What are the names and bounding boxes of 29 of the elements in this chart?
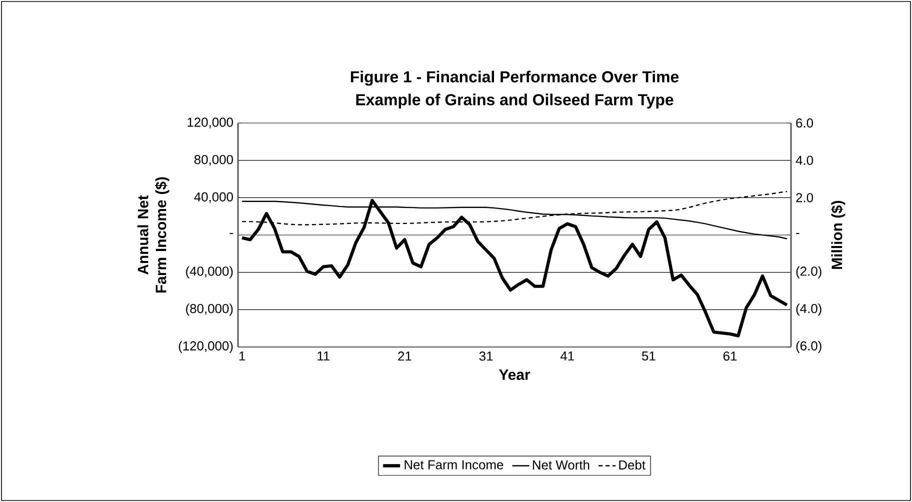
chart-title: Figure 1 - Financial Performance Over Time [350, 70, 679, 86]
y-axis-title: Annual Net Farm Income ($) [137, 177, 170, 293]
y-tick-label: (80,000) [186, 304, 233, 316]
y2-tick-label: - [796, 233, 800, 234]
y-tick-label: - [230, 233, 233, 234]
x-tick-label: 41 [560, 352, 574, 360]
legend-label: Net Worth [532, 460, 590, 470]
x-axis-title: Year [498, 370, 530, 380]
x-tick-label: 61 [723, 352, 737, 361]
y-tick-label: 120,000 [188, 118, 233, 128]
y-tick-label: 80,000 [194, 154, 233, 166]
y-tick-label: (40,000) [186, 266, 233, 278]
y2-tick-label: 6.0 [796, 118, 814, 128]
y2-tick-label: (2.0) [796, 266, 822, 278]
y2-tick-label: 2.0 [796, 193, 814, 202]
legend-label: Debt [619, 460, 646, 470]
y-tick-label: (120,000) [178, 340, 233, 354]
y2-axis-title: Million ($) [830, 200, 846, 269]
y2-tick-label: (4.0) [796, 304, 822, 316]
x-tick-label: 31 [479, 352, 493, 361]
chart-subtitle: Example of Grains and Oilseed Farm Type [356, 94, 674, 109]
x-tick-label: 51 [642, 352, 656, 361]
y2-tick-label: 4.0 [796, 156, 814, 165]
x-tick-label: 21 [398, 352, 412, 361]
y-tick-label: 40,000 [194, 192, 233, 204]
legend-label: Net Farm Income [404, 460, 504, 470]
y2-tick-label: (6.0) [796, 340, 822, 354]
x-tick-label: 1 [239, 352, 246, 360]
x-tick-label: 11 [318, 352, 330, 360]
